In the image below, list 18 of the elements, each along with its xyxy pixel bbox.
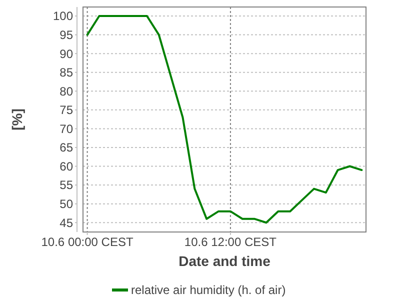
x-axis-title: Date and time bbox=[178, 253, 271, 269]
legend-label: relative air humidity (h. of air) bbox=[131, 283, 286, 298]
y-tick-label: 100 bbox=[52, 9, 74, 24]
y-tick-label: 90 bbox=[60, 46, 74, 61]
x-tick-label: 10.6 12:00 CEST bbox=[184, 235, 278, 249]
y-tick-label: 50 bbox=[60, 197, 74, 212]
y-tick-label: 85 bbox=[60, 66, 74, 80]
y-tick-label: 95 bbox=[60, 28, 74, 42]
y-axis-title: [%] bbox=[9, 108, 25, 130]
y-tick-label: 60 bbox=[60, 159, 74, 174]
y-tick-label: 45 bbox=[60, 216, 74, 230]
y-tick-label: 70 bbox=[60, 122, 74, 136]
line-series bbox=[86, 15, 363, 224]
y-tick-label: 80 bbox=[60, 84, 74, 98]
y-tick-label: 75 bbox=[60, 103, 74, 118]
y-tick-label: 65 bbox=[60, 140, 74, 155]
y-tick-label: 55 bbox=[60, 178, 74, 192]
x-tick-label: 10.6 00:00 CEST bbox=[41, 235, 134, 249]
